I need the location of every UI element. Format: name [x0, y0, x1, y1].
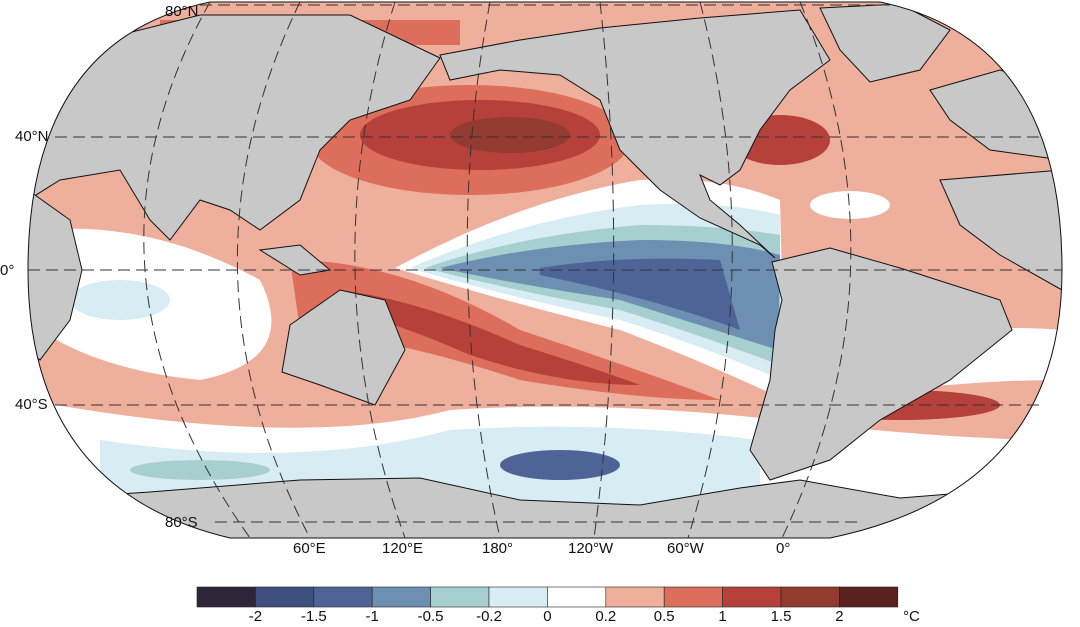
lon-label-60w: 60°W	[667, 540, 704, 557]
anomaly-hot-spac	[340, 290, 640, 385]
colorbar-tick-label: 1.5	[770, 608, 792, 625]
colorbar-tick-label: 2	[835, 608, 844, 625]
colorbar-tick-label: -1	[365, 608, 379, 625]
colorbar-swatch	[839, 586, 899, 608]
africa-east	[28, 189, 83, 361]
colorbar-swatch	[663, 586, 723, 608]
colorbar-tick-label: 1	[718, 608, 727, 625]
colorbar-tick-label: -0.5	[417, 608, 444, 625]
colorbar-swatch	[488, 586, 548, 608]
lat-label-0: 0°	[0, 262, 15, 279]
lat-label-40s: 40°S	[15, 396, 48, 413]
colorbar-tick-label: -2	[248, 608, 263, 625]
lon-label-180: 180°	[482, 540, 514, 557]
map-outline	[27, 1, 1063, 539]
colorbar-swatch	[371, 586, 431, 608]
africa-west	[939, 169, 1062, 291]
lat-label-80s: 80°S	[165, 514, 198, 531]
antarctica	[28, 477, 1062, 538]
colorbar-swatch	[313, 586, 373, 608]
colorbar-tick-label: -1.5	[300, 608, 327, 625]
anomaly-hottest-npac	[450, 117, 570, 153]
colorbar-tick-label: 0	[543, 608, 552, 625]
lon-label-60e: 60°E	[293, 540, 326, 557]
colorbar-swatch	[722, 586, 782, 608]
colorbar-swatch	[780, 586, 840, 608]
colorbar-tick-label: 0.2	[595, 608, 617, 625]
colorbar-swatch	[605, 586, 665, 608]
colorbar-unit: °C	[903, 608, 920, 625]
anomaly-cold-south	[500, 450, 620, 480]
australia	[281, 289, 406, 406]
colorbar-swatch	[255, 586, 315, 608]
graticule	[28, 1, 1062, 539]
indonesia	[258, 244, 332, 276]
colorbar-swatch	[196, 586, 256, 608]
lat-label-40n: 40°N	[15, 128, 49, 145]
anomaly-warm-spac	[290, 260, 720, 400]
colorbar-tick-label: 0.5	[653, 608, 675, 625]
land	[28, 3, 1062, 538]
north-america	[439, 9, 831, 259]
colorbar-swatch	[547, 586, 607, 608]
colorbar-swatch	[430, 586, 490, 608]
anomaly-colder-epac	[540, 258, 740, 330]
anomaly-cool-indian	[70, 280, 170, 320]
colorbar	[196, 586, 899, 608]
lat-label-80n: 80°N	[165, 3, 199, 20]
lon-label-0: 0°	[776, 540, 791, 557]
lon-label-120e: 120°E	[382, 540, 424, 557]
asia	[28, 14, 441, 241]
lon-label-120w: 120°W	[568, 540, 614, 557]
colorbar-tick-label: -0.2	[476, 608, 502, 625]
anomaly-cooler-south	[130, 460, 270, 480]
south-america	[749, 247, 1013, 481]
anomaly-white-natl	[810, 191, 890, 219]
